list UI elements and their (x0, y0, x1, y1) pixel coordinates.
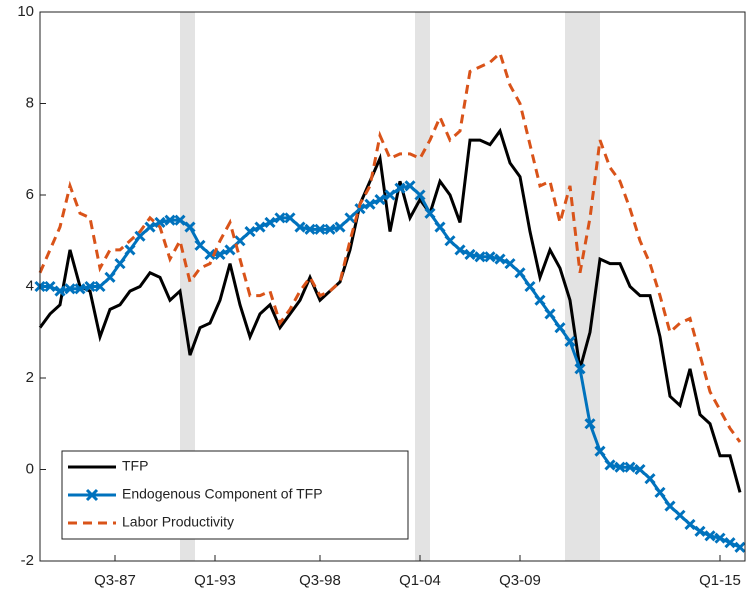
recession-band (180, 12, 195, 561)
series-line (38, 127, 742, 493)
point-marker (194, 239, 206, 251)
point-marker (704, 530, 716, 542)
legend: TFP Endogenous Component of TFP Labor Prod… (61, 450, 409, 540)
y-tick-label: 8 (26, 94, 34, 111)
point-marker (374, 194, 386, 206)
point-marker (124, 244, 136, 256)
point-marker (614, 461, 626, 473)
point-marker (244, 226, 256, 238)
point-marker (114, 258, 126, 270)
point-marker (634, 463, 646, 476)
legend-label: TFP (122, 458, 148, 474)
point-marker (724, 537, 736, 549)
point-marker (84, 280, 96, 293)
legend-marker (85, 488, 99, 502)
point-marker (454, 244, 466, 256)
point-marker (444, 235, 456, 247)
point-marker (224, 244, 236, 256)
point-marker (624, 461, 636, 473)
point-marker (514, 267, 526, 279)
point-marker (264, 216, 276, 229)
point-marker (184, 221, 196, 233)
legend-box (61, 450, 409, 540)
point-marker (274, 212, 286, 224)
point-marker (104, 271, 116, 283)
point-marker (604, 459, 616, 471)
x-tick-label: Q3-09 (499, 572, 541, 589)
point-marker (684, 518, 696, 530)
point-marker (294, 221, 306, 233)
point-marker (284, 212, 296, 224)
series-line (38, 50, 742, 443)
y-tick-label: 6 (26, 186, 34, 203)
point-marker (664, 500, 676, 512)
point-marker (504, 258, 516, 270)
point-marker (544, 308, 556, 320)
x-tick-label: Q3-87 (94, 572, 136, 589)
point-marker (54, 285, 66, 297)
point-marker (584, 418, 596, 430)
point-marker (134, 230, 146, 242)
point-marker (594, 445, 606, 457)
y-tick-label: 0 (26, 460, 34, 477)
point-marker (174, 214, 186, 226)
y-tick-label: 10 (17, 3, 34, 20)
point-marker (414, 189, 426, 201)
point-marker (164, 214, 176, 226)
point-marker (494, 253, 506, 265)
recession-band (415, 12, 430, 561)
x-tick-label: Q1-15 (699, 572, 741, 589)
point-marker (324, 223, 336, 235)
y-tick-label: -2 (21, 552, 34, 569)
axes-box (39, 11, 746, 562)
point-marker (574, 363, 586, 375)
point-marker (424, 207, 436, 219)
legend-label: Endogenous Component of TFP (122, 486, 323, 502)
point-marker (314, 223, 326, 235)
point-marker (674, 509, 686, 521)
point-marker (144, 221, 156, 233)
point-marker (364, 198, 376, 210)
point-marker (524, 280, 536, 293)
point-marker (734, 541, 746, 553)
point-marker (404, 180, 416, 192)
point-marker (464, 248, 476, 261)
y-tick-label: 2 (26, 369, 34, 386)
point-marker (204, 248, 216, 261)
point-marker (654, 486, 666, 498)
x-tick-label: Q1-93 (194, 572, 236, 589)
point-marker (304, 223, 316, 235)
point-marker (394, 182, 406, 194)
point-marker (44, 280, 56, 293)
point-marker (644, 473, 656, 485)
point-marker (434, 221, 446, 233)
point-marker (484, 251, 496, 263)
x-tick-label: Q3-98 (299, 572, 341, 589)
point-marker (94, 280, 106, 293)
recession-band (565, 12, 600, 561)
point-marker (714, 532, 726, 544)
point-marker (354, 203, 366, 215)
point-marker (214, 248, 226, 261)
point-marker (534, 294, 546, 306)
point-marker (384, 189, 396, 201)
legend-label: Labor Productivity (122, 514, 234, 530)
point-marker (344, 212, 356, 224)
point-marker (254, 221, 266, 233)
point-marker (334, 221, 346, 233)
point-marker (554, 322, 566, 334)
point-marker (154, 216, 166, 229)
x-tick-label: Q1-04 (399, 572, 441, 589)
point-marker (74, 283, 86, 295)
point-marker (64, 283, 76, 295)
point-marker (474, 251, 486, 263)
point-marker (564, 335, 576, 347)
y-tick-label: 4 (26, 277, 34, 294)
point-marker (694, 525, 706, 537)
